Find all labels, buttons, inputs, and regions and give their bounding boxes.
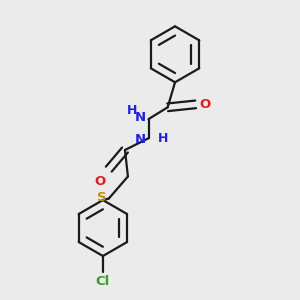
Text: O: O	[199, 98, 210, 111]
Text: H: H	[127, 104, 137, 117]
Text: N: N	[134, 111, 146, 124]
Text: O: O	[94, 175, 106, 188]
Text: S: S	[97, 190, 106, 204]
Text: Cl: Cl	[96, 275, 110, 288]
Text: N: N	[134, 133, 146, 146]
Text: H: H	[158, 132, 168, 145]
